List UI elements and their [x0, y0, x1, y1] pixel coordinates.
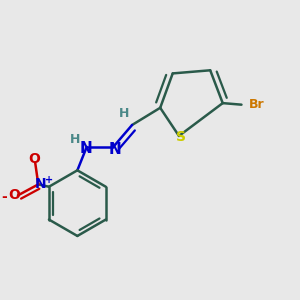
- Text: N: N: [35, 177, 46, 191]
- Text: H: H: [119, 106, 129, 120]
- Text: Br: Br: [249, 98, 265, 111]
- Text: +: +: [44, 175, 53, 185]
- Text: N: N: [80, 141, 92, 156]
- Text: -: -: [1, 190, 7, 204]
- Text: S: S: [176, 130, 187, 145]
- Text: O: O: [28, 152, 40, 166]
- Text: O: O: [8, 188, 20, 202]
- Text: N: N: [108, 142, 121, 158]
- Text: H: H: [70, 134, 80, 146]
